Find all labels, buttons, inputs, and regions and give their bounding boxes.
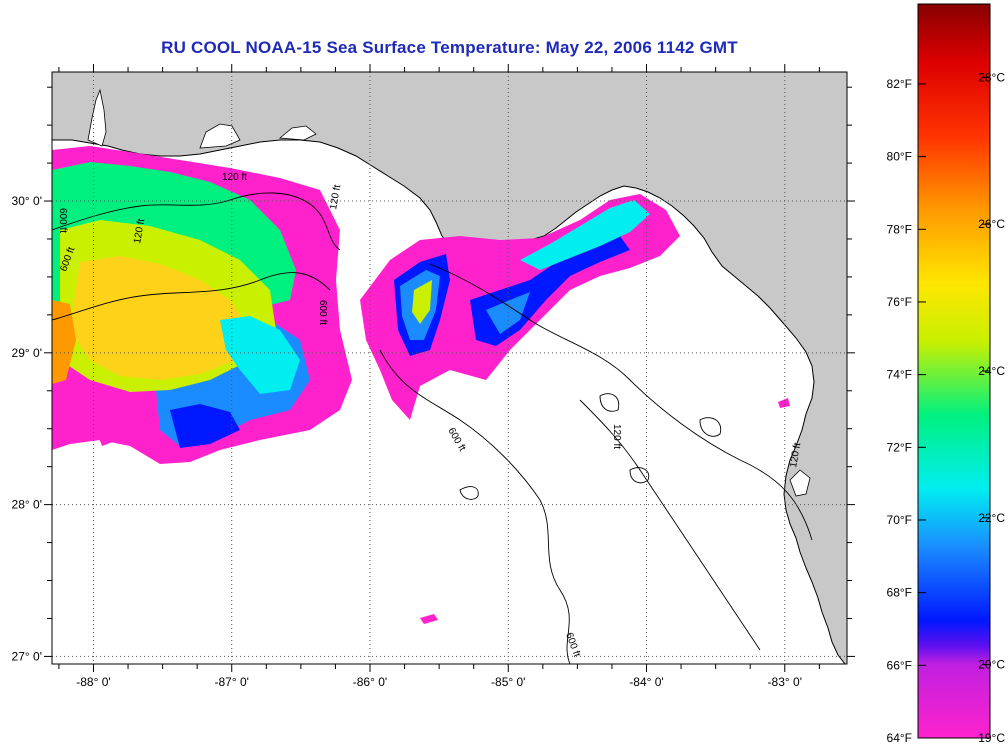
choctawhatchee-bay xyxy=(278,125,317,141)
cb-c-label: 22°C xyxy=(978,511,1005,525)
cb-c-label: 26°C xyxy=(978,217,1005,231)
tampa-bay xyxy=(789,469,811,497)
lon-tick-label: -87° 0' xyxy=(215,675,249,689)
lat-tick-label: 28° 0' xyxy=(12,498,42,512)
chart-title: RU COOL NOAA-15 Sea Surface Temperature:… xyxy=(161,38,738,57)
contour-label: 120 ft xyxy=(132,218,147,245)
cb-c-label: 24°C xyxy=(978,364,1005,378)
contour-label: 120 ft xyxy=(222,172,247,183)
sst-data-patches xyxy=(52,146,790,624)
colorbar xyxy=(917,3,991,739)
contour-label: 600 ft xyxy=(317,300,328,325)
cb-f-label: 74°F xyxy=(887,368,912,382)
cb-f-label: 70°F xyxy=(887,513,912,527)
lat-tick-label: 30° 0' xyxy=(12,194,42,208)
cb-c-label: 19°C xyxy=(978,731,1005,745)
land-mass xyxy=(52,72,847,664)
latitude-labels: 27° 0' 28° 0' 29° 0' 30° 0' xyxy=(12,194,42,663)
colorbar-celsius-labels: 19°C 20°C 22°C 24°C 26°C 28°C xyxy=(978,70,1005,745)
axis-ticks xyxy=(44,64,855,672)
contour-label: 120 ft xyxy=(611,424,622,449)
lon-tick-label: -84° 0' xyxy=(629,675,663,689)
cb-f-label: 80°F xyxy=(887,150,912,164)
colorbar-fahrenheit-labels: 64°F 66°F 68°F 70°F 72°F 74°F 76°F 78°F 80°F 82°F xyxy=(887,77,926,745)
cb-f-label: 82°F xyxy=(887,77,912,91)
longitude-labels: -88° 0' -87° 0' -86° 0' -85° 0' -84° 0' -83° … xyxy=(76,675,802,689)
contour-label: 120 ft xyxy=(328,184,343,211)
lon-tick-label: -85° 0' xyxy=(491,675,525,689)
cb-f-label: 78°F xyxy=(887,222,912,236)
cb-f-label: 76°F xyxy=(887,295,912,309)
lat-tick-label: 27° 0' xyxy=(12,649,42,663)
cb-f-label: 68°F xyxy=(887,586,912,600)
lon-tick-label: -86° 0' xyxy=(353,675,387,689)
contour-label: 120 ft xyxy=(788,442,803,469)
cb-f-label: 66°F xyxy=(887,658,912,672)
lat-tick-label: 29° 0' xyxy=(12,346,42,360)
map-frame xyxy=(51,71,848,665)
lon-tick-label: -88° 0' xyxy=(76,675,110,689)
lat-lon-grid xyxy=(52,72,847,664)
pensacola-bay xyxy=(199,123,241,149)
cb-f-label: 64°F xyxy=(887,731,912,745)
cb-c-label: 28°C xyxy=(978,70,1005,84)
mobile-bay xyxy=(87,88,107,147)
lon-tick-label: -83° 0' xyxy=(768,675,802,689)
contour-label: 600 ft xyxy=(57,208,68,233)
cb-f-label: 72°F xyxy=(887,440,912,454)
cb-c-label: 20°C xyxy=(978,658,1005,672)
bathymetry-contours xyxy=(52,192,813,664)
